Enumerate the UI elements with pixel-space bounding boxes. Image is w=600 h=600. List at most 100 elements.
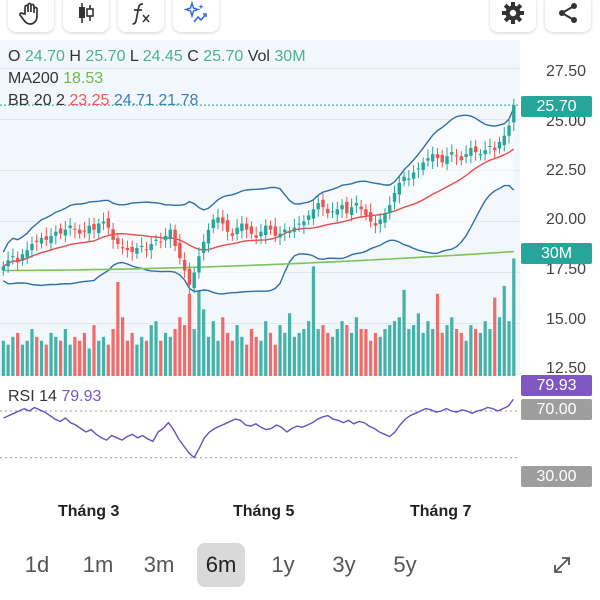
expand-icon[interactable]	[540, 543, 584, 587]
volume-bar	[111, 329, 115, 376]
volume-bar	[135, 344, 139, 376]
hand-icon[interactable]	[8, 0, 54, 32]
candlestick-icon[interactable]	[63, 0, 109, 32]
rsi-value: 79.93	[61, 388, 102, 405]
sparkle-icon[interactable]	[173, 0, 219, 32]
volume-bar	[54, 336, 58, 376]
period-1y[interactable]: 1y	[271, 552, 295, 577]
volume-bar	[140, 336, 144, 376]
volume-bar	[11, 336, 15, 376]
candle-body	[507, 125, 511, 136]
volume-bar	[278, 325, 282, 376]
volume-bar	[30, 329, 34, 376]
volume-bar	[507, 321, 511, 376]
volume-bar	[307, 321, 311, 376]
volume-bar	[330, 336, 335, 376]
volume-bar	[407, 329, 411, 376]
candle-body	[292, 227, 297, 232]
candle-body	[6, 260, 10, 267]
rsi-oversold-tag: 30.00	[521, 466, 592, 487]
ma-label: MA200	[8, 70, 59, 87]
candle-body	[173, 229, 177, 246]
volume-bar	[106, 344, 110, 376]
ma-legend: MA200 18.53	[8, 70, 103, 88]
volume-bar	[49, 332, 53, 376]
candle-body	[225, 220, 230, 232]
volume-bar	[435, 293, 440, 376]
volume-bar	[359, 329, 363, 376]
candle-body	[135, 248, 139, 254]
candle-body	[77, 229, 82, 234]
bb-legend: BB 20 2 23.25 24.71 21.78	[8, 92, 198, 110]
volume-bar	[163, 332, 168, 376]
gear-icon[interactable]	[490, 0, 536, 32]
candle-body	[497, 141, 502, 149]
volume-bar	[206, 336, 211, 376]
candle-body	[178, 242, 182, 259]
price-chart[interactable]	[0, 40, 520, 492]
candle-body	[407, 178, 411, 180]
candle-body	[330, 211, 335, 213]
volume-bar	[249, 329, 254, 376]
period-5y[interactable]: 5y	[393, 552, 417, 577]
rsi-label: RSI 14	[8, 388, 57, 405]
volume-bar	[497, 317, 502, 376]
candle-body	[493, 147, 497, 151]
volume-bar	[369, 340, 373, 376]
candle-body	[49, 235, 53, 244]
volume-bar	[383, 329, 387, 376]
high-value: 25.70	[85, 48, 126, 65]
period-1d[interactable]: 1d	[24, 552, 50, 577]
candle-body	[326, 208, 330, 214]
volume-bar	[316, 329, 320, 376]
period-1m[interactable]: 1m	[82, 552, 114, 577]
candle-body	[316, 203, 320, 210]
candle-body	[297, 223, 301, 225]
candle-body	[287, 231, 292, 233]
volume-bar	[459, 332, 463, 376]
bb-mid-line	[2, 148, 515, 267]
candle-body	[478, 154, 483, 156]
candle-body	[259, 231, 263, 237]
volume-bar	[230, 340, 234, 376]
volume-bar	[354, 317, 358, 376]
chart-area[interactable]	[0, 40, 520, 492]
price-tick: 27.50	[545, 63, 586, 80]
candle-body	[512, 105, 516, 123]
bb-mid-value: 24.71	[113, 92, 154, 109]
period-6m[interactable]: 6m	[197, 543, 245, 587]
candle-body	[244, 223, 249, 230]
share-icon[interactable]	[545, 0, 591, 32]
candle-body	[54, 231, 58, 236]
volume-bar	[16, 332, 20, 376]
period-3m[interactable]: 3m	[143, 552, 175, 577]
volume-bar	[44, 344, 48, 376]
volume-bar	[183, 325, 187, 376]
candle-body	[302, 221, 306, 226]
candle-body	[411, 172, 416, 179]
candle-body	[416, 168, 421, 170]
candle-body	[249, 226, 254, 234]
bb-lower-line	[2, 184, 515, 295]
candle-body	[254, 235, 258, 238]
volume-bar	[364, 329, 368, 376]
candle-body	[15, 257, 20, 263]
candle-body	[306, 215, 311, 220]
period-3y[interactable]: 3y	[332, 552, 356, 577]
rsi-overbought-tag: 70.00	[521, 399, 592, 420]
volume-bar	[173, 329, 177, 376]
volume-bar	[240, 336, 244, 376]
bb-label: BB 20 2	[8, 92, 65, 109]
candle-body	[450, 152, 454, 155]
volume-bar	[450, 317, 454, 376]
function-icon[interactable]	[118, 0, 164, 32]
candle-body	[111, 229, 115, 240]
candle-body	[1, 266, 6, 271]
volume-bar	[421, 332, 425, 376]
candle-body	[349, 207, 354, 215]
candle-body	[473, 146, 478, 153]
volume-bar	[478, 332, 483, 376]
candle-body	[373, 223, 378, 226]
candle-body	[335, 209, 339, 215]
rsi-panel-bg	[0, 380, 520, 492]
